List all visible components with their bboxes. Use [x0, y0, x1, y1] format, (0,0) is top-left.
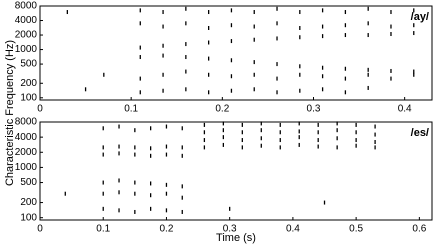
y-tick-label: 500	[20, 177, 37, 188]
x-tick-label: 0.3	[223, 224, 237, 235]
x-tick-label: 0.1	[124, 104, 138, 115]
y-tick-label: 500	[20, 59, 37, 70]
y-tick-label: 4000	[15, 132, 38, 143]
y-tick-label: 200	[20, 197, 37, 208]
y-tick-label: 200	[20, 78, 37, 89]
x-tick-label: 0	[37, 104, 43, 115]
x-axis-label: Time (s)	[216, 232, 256, 244]
y-tick-label: 4000	[15, 15, 38, 26]
y-tick-label: 8000	[15, 117, 38, 128]
plot-frame	[39, 5, 433, 101]
y-tick-label: 1000	[15, 162, 38, 173]
x-tick-label: 0.4	[286, 224, 300, 235]
y-tick-label: 2000	[15, 147, 38, 158]
x-tick-label: 0.2	[215, 104, 229, 115]
y-tick-label: 100	[20, 92, 37, 103]
y-axis-label: Characteristic Frequency (Hz)	[4, 40, 16, 186]
x-tick-label: 0.1	[96, 224, 110, 235]
y-tick-label: 8000	[15, 1, 38, 12]
plot-frame	[39, 121, 433, 221]
y-tick-label: 100	[20, 212, 37, 223]
x-tick-label: 0.6	[412, 224, 426, 235]
y-tick-label: 1000	[15, 44, 38, 55]
y-tick-label: 2000	[15, 30, 38, 41]
annotation: /es/	[411, 127, 429, 139]
x-tick-label: 0.2	[159, 224, 173, 235]
x-tick-label: 0.3	[307, 104, 321, 115]
x-tick-label: 0.4	[398, 104, 412, 115]
annotation: /ay/	[411, 11, 429, 23]
x-tick-label: 0.5	[349, 224, 363, 235]
x-tick-label: 0	[37, 224, 43, 235]
